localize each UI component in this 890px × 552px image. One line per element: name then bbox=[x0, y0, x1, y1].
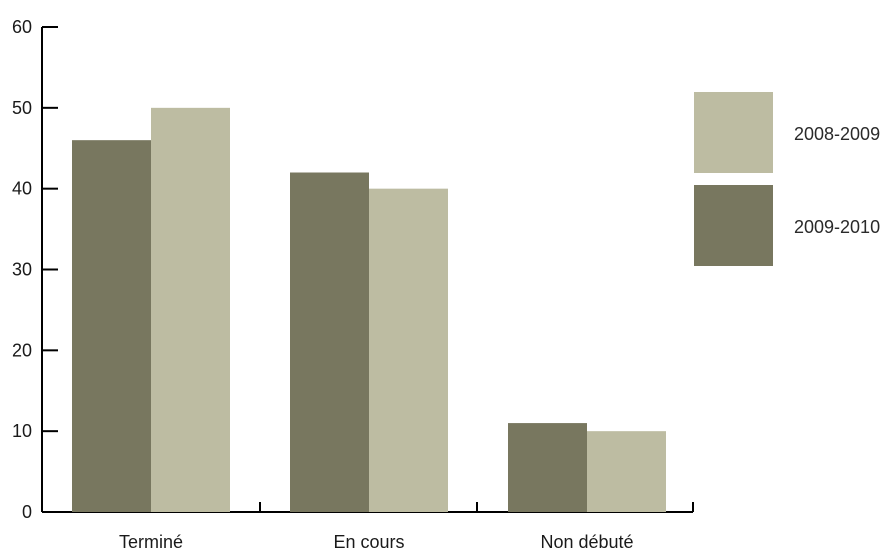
y-tick-label: 50 bbox=[12, 98, 32, 118]
bar-2008-2009-0 bbox=[151, 107, 230, 512]
y-tick-label: 0 bbox=[22, 502, 32, 522]
bar-2008-2009-1 bbox=[369, 188, 448, 512]
y-tick-label: 10 bbox=[12, 421, 32, 441]
y-axis: 0 10 20 30 40 50 60 bbox=[12, 17, 58, 522]
y-tick-label: 30 bbox=[12, 260, 32, 280]
bars bbox=[72, 107, 666, 512]
category-label: Non débuté bbox=[540, 532, 633, 552]
legend-label: 2009-2010 bbox=[794, 217, 880, 237]
legend-swatch bbox=[694, 92, 773, 173]
legend-swatch bbox=[694, 185, 773, 266]
y-tick-label: 40 bbox=[12, 179, 32, 199]
legend: 2008-2009 2009-2010 bbox=[694, 92, 880, 266]
bar-2009-2010-2 bbox=[508, 423, 587, 512]
category-label: En cours bbox=[333, 532, 404, 552]
bar-2009-2010-0 bbox=[72, 140, 151, 512]
bar-2009-2010-1 bbox=[290, 172, 369, 512]
legend-label: 2008-2009 bbox=[794, 124, 880, 144]
bar-2008-2009-2 bbox=[587, 431, 666, 512]
y-tick-label: 20 bbox=[12, 340, 32, 360]
y-tick-label: 60 bbox=[12, 17, 32, 37]
category-label: Terminé bbox=[119, 532, 183, 552]
